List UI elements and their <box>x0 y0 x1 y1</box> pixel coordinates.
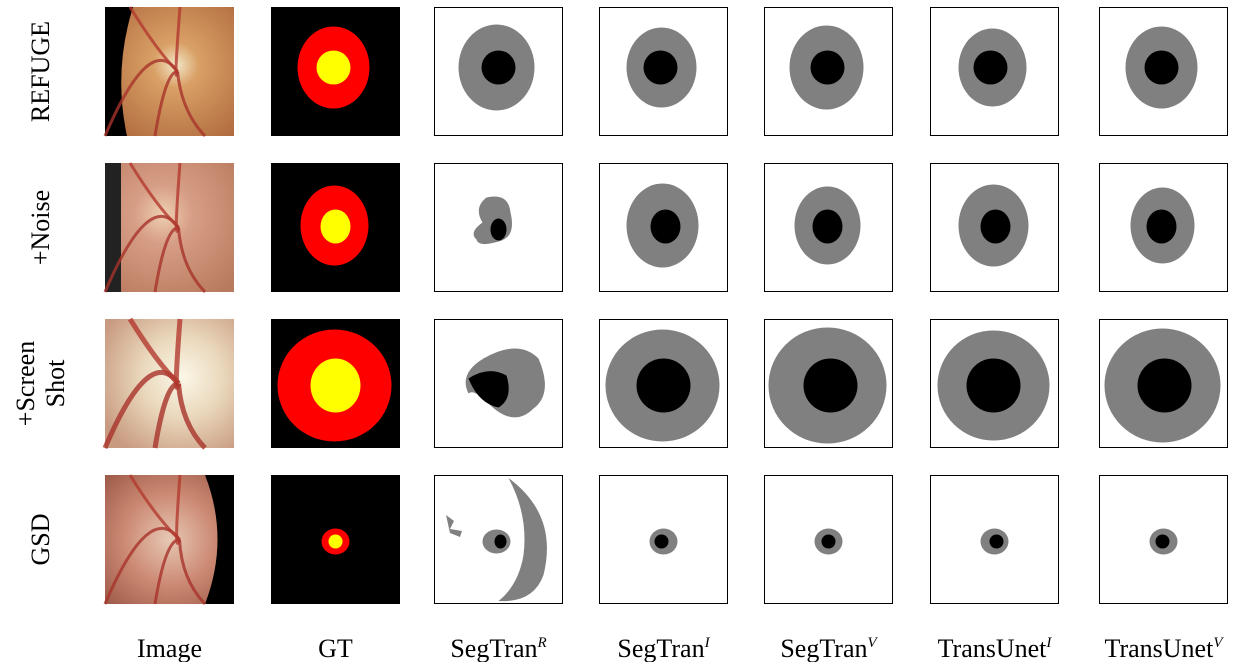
column-label-text: Image <box>137 634 202 662</box>
row-label: GSD <box>26 513 55 565</box>
cup-pred <box>990 535 1004 549</box>
row-label-line: GSD <box>26 513 55 565</box>
row-label: REFUGE <box>26 21 55 122</box>
cup-pred <box>655 535 669 549</box>
cup-pred <box>822 535 836 549</box>
column-label-text: TransUnet <box>1105 634 1215 662</box>
cup-pred <box>1147 210 1177 244</box>
cup-pred <box>974 51 1008 85</box>
cup-pred <box>981 210 1011 244</box>
gt-cup <box>311 359 361 413</box>
gt-cup <box>329 535 343 549</box>
row-label: +Noise <box>26 190 55 265</box>
cup-pred <box>967 359 1021 413</box>
row-label-line: +Screen <box>11 341 40 426</box>
column-label-text: GT <box>318 634 353 662</box>
row-label-line: +Noise <box>26 190 55 265</box>
cup-pred <box>1145 51 1179 85</box>
row-label: +ScreenShot <box>11 341 70 426</box>
cup-pred <box>637 359 691 413</box>
column-label-sup: I <box>1045 635 1052 651</box>
gt-cup <box>321 210 351 244</box>
cup-pred <box>644 51 678 85</box>
column-label-text: SegTran <box>450 634 537 662</box>
cup-pred <box>651 210 681 244</box>
column-label: GT <box>318 634 353 662</box>
column-label: SegTranI <box>617 634 710 662</box>
column-label-sup: V <box>868 635 879 651</box>
column-label: TransUnetI <box>938 634 1053 662</box>
column-label: Image <box>137 634 202 662</box>
fundus-image <box>105 163 234 292</box>
cup-pred <box>813 210 843 244</box>
cup-pred <box>482 51 516 85</box>
figure: REFUGE +Noise +ScreenShot GSD Image GT SegTran… <box>0 0 1243 662</box>
column-label: SegTranR <box>450 634 546 662</box>
column-label: SegTranV <box>780 634 878 662</box>
cup-pred <box>1156 535 1170 549</box>
fundus-image <box>105 319 234 448</box>
cup-pred <box>495 535 507 549</box>
column-label-sup: V <box>1213 635 1224 651</box>
cup-pred <box>1138 359 1192 413</box>
column-label-text: SegTran <box>780 634 867 662</box>
column-label: TransUnetV <box>1105 634 1225 662</box>
row-label-line: Shot <box>41 359 70 407</box>
cup-pred <box>811 51 845 85</box>
column-label-text: TransUnet <box>938 634 1048 662</box>
column-label-text: SegTran <box>617 634 704 662</box>
row-label-line: REFUGE <box>26 21 55 122</box>
cup-pred <box>491 219 507 241</box>
cup-pred <box>804 359 858 413</box>
gt-cup <box>317 51 351 85</box>
column-label-sup: R <box>537 635 547 651</box>
column-label-sup: I <box>704 635 711 651</box>
